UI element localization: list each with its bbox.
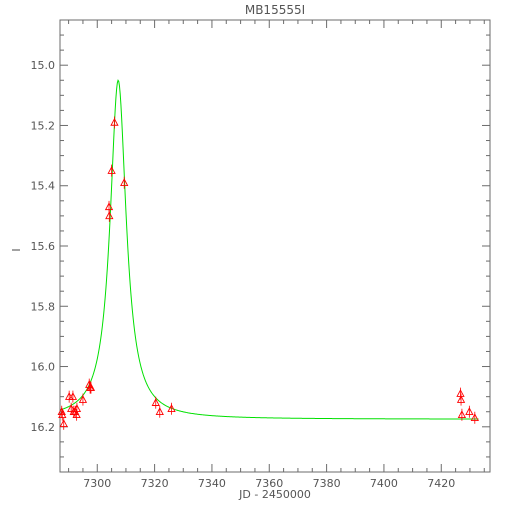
data-point [68,390,78,403]
y-tick-label: 15.4 [31,180,56,193]
x-tick-label: 7360 [255,477,283,490]
y-tick-label: 16.0 [31,361,56,374]
x-tick-label: 7420 [427,477,455,490]
data-point [167,402,176,415]
data-point [65,390,74,403]
data-point [78,393,88,406]
x-tick-label: 7340 [198,477,226,490]
x-axis-title: JD - 2450000 [238,488,311,501]
data-point [110,116,119,129]
data-point [120,176,129,189]
data-point [155,405,164,418]
y-tick-label: 15.2 [31,119,56,132]
model-curve [59,79,479,420]
data-point [107,164,116,177]
data-point [72,402,82,415]
y-tick-label: 16.2 [31,421,56,434]
data-point [58,408,67,421]
data-point [465,405,474,418]
data-point [105,209,114,222]
data-point [59,417,68,430]
y-tick-label: 15.6 [31,240,56,253]
data-point [86,381,96,394]
data-points-layer [57,116,479,430]
data-point [470,411,479,424]
y-tick-label: 15.8 [31,300,56,313]
y-axis-title: I [10,248,23,251]
x-tick-label: 7320 [141,477,169,490]
data-point [457,408,467,421]
chart-title: MB15555I [245,3,305,17]
plot-frame [59,19,491,473]
data-point [456,393,466,406]
model-curve-layer [59,79,479,420]
y-tick-label: 15.0 [31,59,56,72]
axis-ticks: 7300 7320 7340 7360 7380 7400 7420 15.0 15.2 15.4… [31,20,490,490]
x-tick-label: 7400 [370,477,398,490]
data-point [151,396,160,409]
x-tick-label: 7380 [313,477,341,490]
x-tick-label: 7300 [83,477,111,490]
